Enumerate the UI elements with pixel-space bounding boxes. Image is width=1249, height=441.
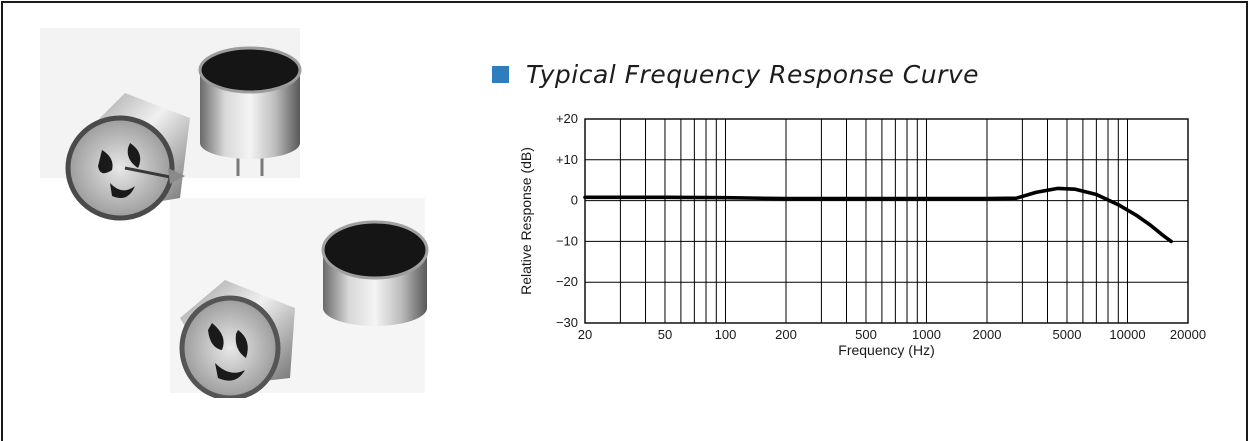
capsule-upright-top (198, 46, 302, 176)
y-tick-label: +20 (556, 111, 578, 126)
chart-grid (584, 118, 1189, 324)
x-tick-label: 1000 (912, 327, 941, 342)
x-tick-label: 500 (855, 327, 877, 342)
x-tick-label: 5000 (1053, 327, 1082, 342)
tick-labels: 20 50 100 200 500 1000 2000 5000 10000 20000 +20 +1… (556, 111, 1206, 342)
x-tick-label: 100 (715, 327, 737, 342)
x-tick-label: 20000 (1170, 327, 1206, 342)
x-tick-label: 50 (658, 327, 672, 342)
chart-title: Typical Frequency Response Curve (526, 59, 980, 89)
chart-heading: Typical Frequency Response Curve (492, 54, 979, 94)
y-tick-label: −10 (556, 233, 578, 248)
frequency-response-chart: 20 50 100 200 500 1000 2000 5000 10000 20000 +20 +1… (518, 111, 1206, 358)
x-tick-label: 20 (578, 327, 592, 342)
y-tick-label: −20 (556, 274, 578, 289)
capsule-tilted-bottom (179, 280, 295, 398)
y-tick-label: 0 (571, 193, 578, 208)
plot-border (584, 118, 1189, 324)
x-tick-label: 10000 (1109, 327, 1145, 342)
y-tick-label: −30 (556, 315, 578, 330)
x-axis-label: Frequency (Hz) (838, 342, 934, 358)
capsule-tilted-left (65, 93, 190, 221)
x-tick-label: 200 (775, 327, 797, 342)
capsule-upright-bottom (321, 220, 429, 326)
x-tick-label: 2000 (973, 327, 1002, 342)
y-tick-label: +10 (556, 152, 578, 167)
y-axis-label: Relative Response (dB) (518, 147, 534, 295)
square-bullet-icon (492, 65, 509, 83)
electret-microphone-capsules-photo (40, 18, 440, 398)
response-curve (583, 186, 1173, 244)
